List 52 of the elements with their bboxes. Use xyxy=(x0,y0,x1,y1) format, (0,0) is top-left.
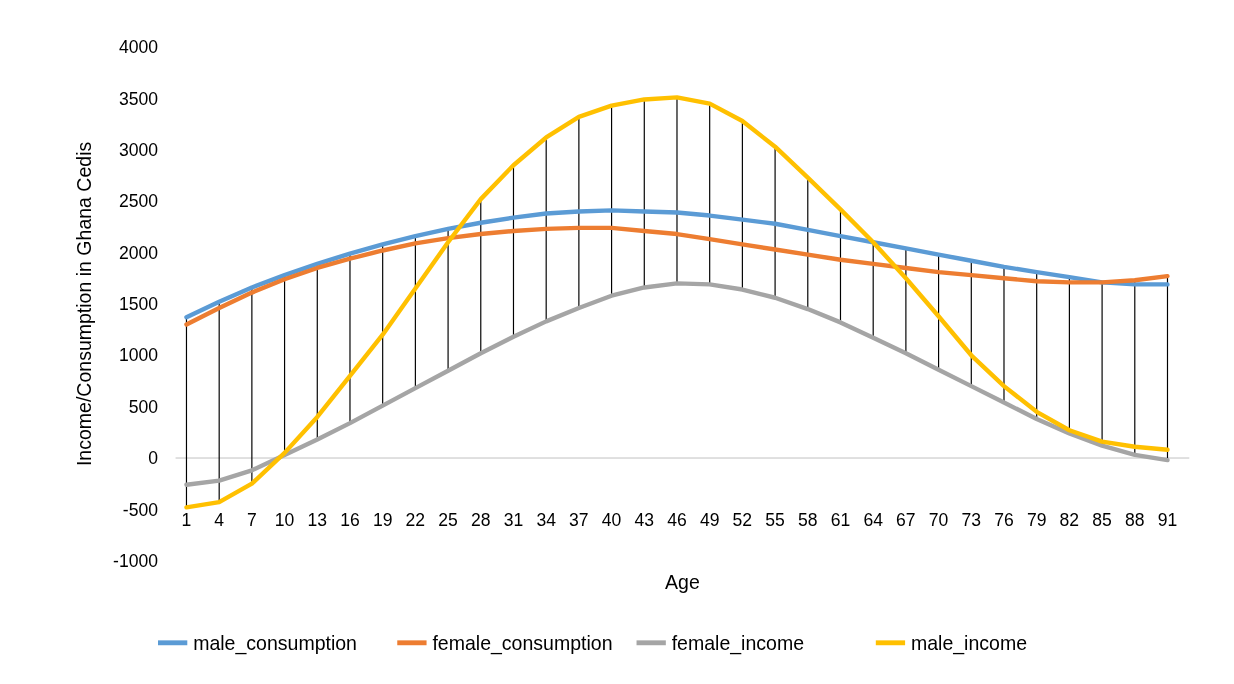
x-tick-label: 58 xyxy=(798,510,818,531)
x-tick-label: 43 xyxy=(634,510,655,531)
x-tick-label: 73 xyxy=(961,510,982,531)
y-tick-label: 1500 xyxy=(118,294,159,315)
line-series xyxy=(184,95,1170,510)
y-tick-label: 3000 xyxy=(118,139,159,160)
x-tick-label: 64 xyxy=(863,510,884,531)
x-tick-label: 88 xyxy=(1125,510,1145,531)
y-tick-label: -1000 xyxy=(113,550,159,571)
x-axis-title: Age xyxy=(665,571,700,594)
y-tick-label: 0 xyxy=(148,448,159,469)
x-tick-label: 19 xyxy=(372,510,393,531)
x-tick-label: 85 xyxy=(1092,510,1113,531)
x-tick-label: 76 xyxy=(994,510,1014,531)
x-tick-label: 79 xyxy=(1026,510,1047,531)
y-tick-label: 1000 xyxy=(118,345,159,366)
legend-label: female_income xyxy=(671,631,805,655)
line-series xyxy=(184,208,1170,320)
x-tick-label: 37 xyxy=(569,510,589,531)
x-tick-label: 4 xyxy=(214,510,225,531)
x-tick-label: 46 xyxy=(667,510,687,531)
legend-label: female_consumption xyxy=(432,631,613,655)
x-tick-label: 70 xyxy=(928,510,949,531)
x-tick-label: 67 xyxy=(896,510,916,531)
y-tick-label: 500 xyxy=(128,396,159,417)
x-tick-label: 13 xyxy=(307,510,328,531)
x-tick-label: 16 xyxy=(340,510,360,531)
x-tick-label: 10 xyxy=(274,510,295,531)
x-tick-label: 61 xyxy=(830,510,851,531)
x-tick-label: 31 xyxy=(503,510,524,531)
y-tick-label: 2500 xyxy=(118,191,159,212)
x-tick-label: 52 xyxy=(732,510,753,531)
y-tick-label: -500 xyxy=(122,499,159,520)
y-tick-label: 4000 xyxy=(118,37,159,58)
line-series xyxy=(184,225,1170,327)
y-tick-label: 2000 xyxy=(118,242,159,263)
y-tick-label: 3500 xyxy=(118,88,159,109)
x-tick-label: 28 xyxy=(471,510,491,531)
x-tick-label: 1 xyxy=(181,510,192,531)
x-tick-label: 7 xyxy=(246,510,257,531)
legend-label: male_consumption xyxy=(193,631,357,655)
x-tick-label: 55 xyxy=(765,510,786,531)
x-tick-label: 91 xyxy=(1157,510,1178,531)
x-tick-label: 34 xyxy=(536,510,557,531)
y-axis-title: Income/Consumption in Ghana Cedis xyxy=(72,141,95,467)
x-tick-label: 40 xyxy=(601,510,622,531)
x-tick-label: 22 xyxy=(405,510,426,531)
legend-label: male_income xyxy=(910,631,1028,655)
x-tick-label: 82 xyxy=(1059,510,1080,531)
x-tick-label: 25 xyxy=(438,510,459,531)
line-series xyxy=(184,281,1170,487)
x-tick-label: 49 xyxy=(699,510,720,531)
